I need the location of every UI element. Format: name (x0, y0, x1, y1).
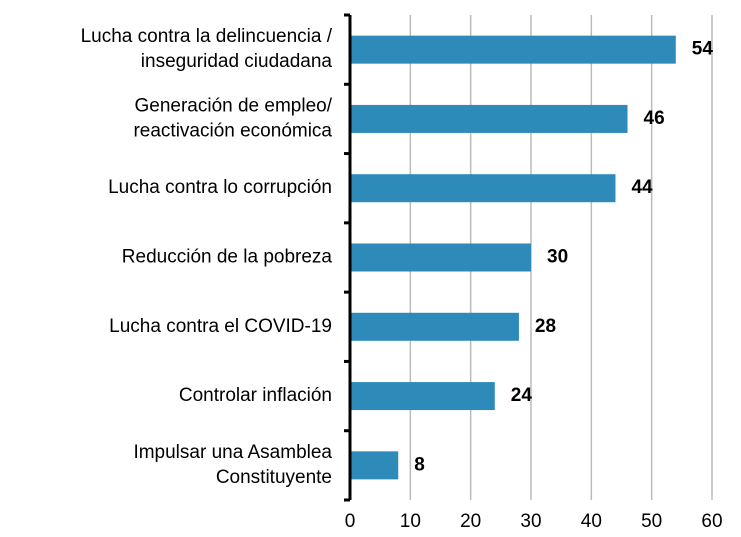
value-label: 54 (692, 39, 714, 60)
value-label: 30 (547, 247, 568, 268)
y-tick-label: Lucha contra el COVID-19 (109, 316, 332, 337)
x-tick-label: 50 (641, 511, 662, 532)
bar (350, 243, 531, 272)
y-tick-label: Generación de empleo/ (134, 95, 332, 116)
value-label: 24 (511, 385, 533, 406)
y-tick-label: inseguridad ciudadana (141, 51, 333, 72)
y-tick-label: Constituyente (216, 467, 332, 488)
y-tick-label: Controlar inflación (179, 385, 332, 406)
y-tick-label: Impulsar una Asamblea (133, 442, 332, 463)
y-tick-label: Lucha contra lo corrupción (108, 177, 332, 198)
value-label: 46 (644, 108, 665, 129)
bar (350, 104, 628, 133)
x-tick-label: 10 (400, 511, 421, 532)
value-label: 44 (631, 177, 653, 198)
x-tick-label: 20 (460, 511, 481, 532)
bar (350, 35, 676, 64)
y-tick-label: Lucha contra la delincuencia / (81, 26, 333, 47)
y-tick-label: Reducción de la pobreza (122, 247, 333, 268)
x-tick-label: 0 (345, 511, 356, 532)
x-tick-label: 40 (581, 511, 602, 532)
y-tick-label: reactivación económica (133, 120, 332, 141)
bar (350, 174, 616, 203)
value-label: 8 (414, 454, 425, 475)
bar (350, 312, 519, 341)
value-label: 28 (535, 316, 556, 337)
bar (350, 382, 495, 411)
x-tick-label: 30 (520, 511, 541, 532)
bar (350, 451, 399, 480)
x-tick-label: 60 (701, 511, 722, 532)
